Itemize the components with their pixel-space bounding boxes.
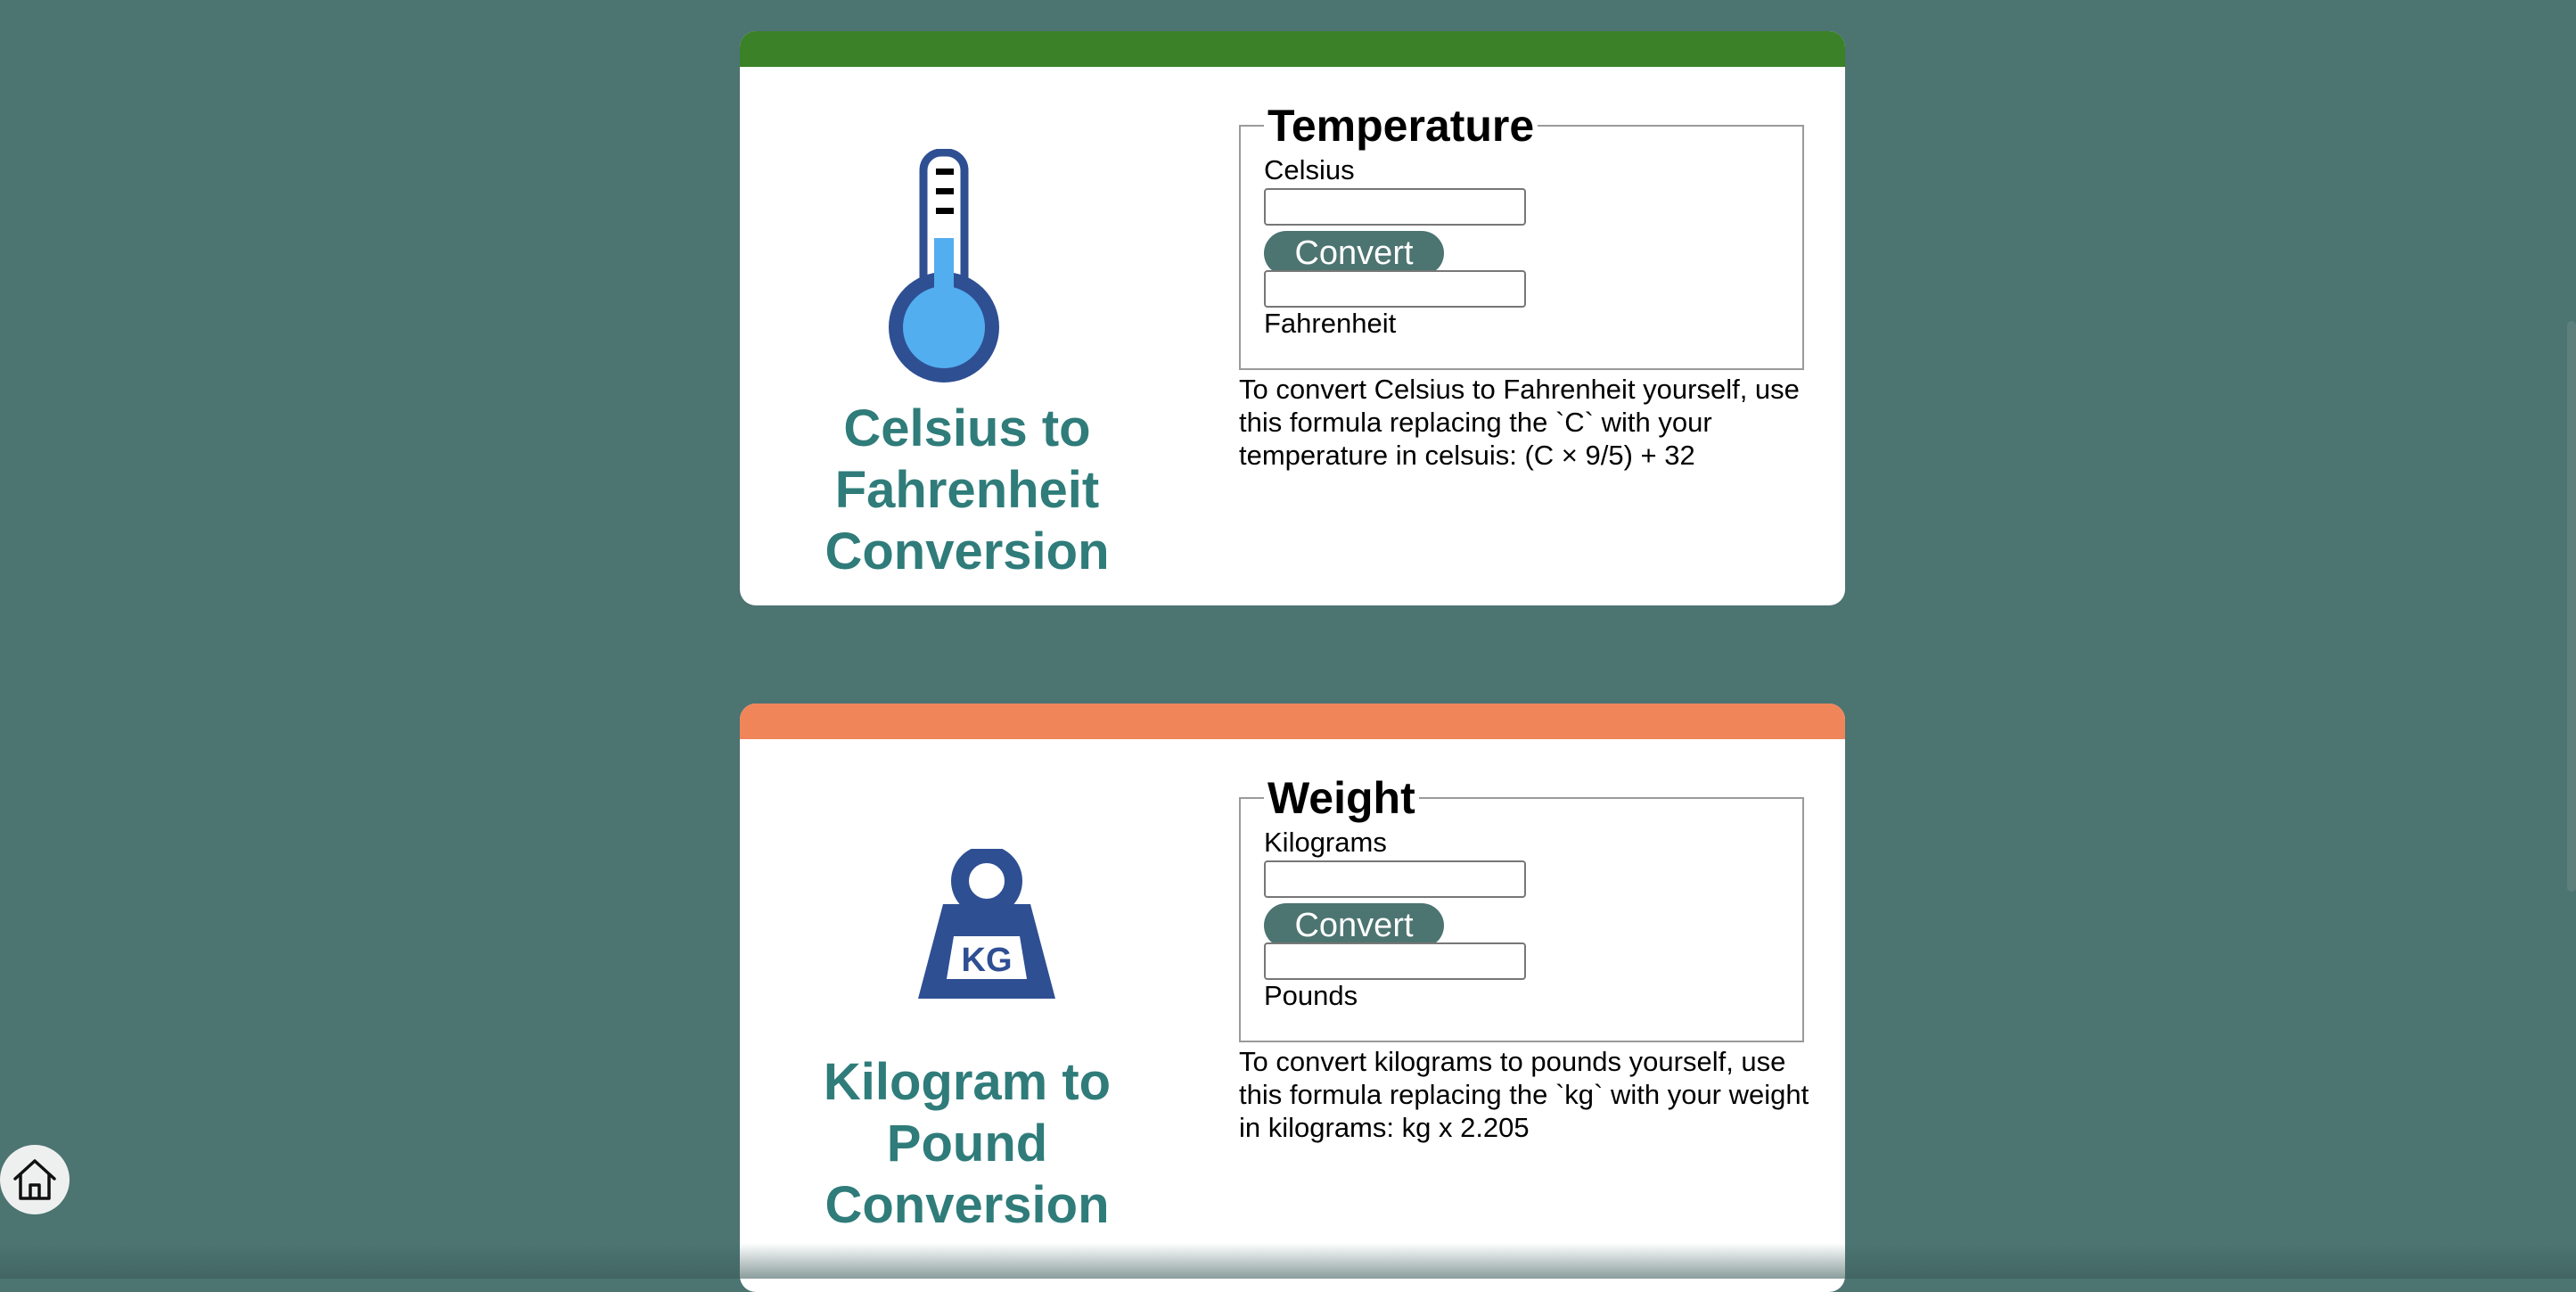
kg-icon-text: KG — [962, 942, 1013, 979]
temperature-card-accent-bar — [740, 31, 1845, 67]
weight-convert-button[interactable]: Convert — [1264, 903, 1444, 948]
fahrenheit-label: Fahrenheit — [1264, 308, 1397, 339]
temperature-convert-button[interactable]: Convert — [1264, 231, 1444, 276]
page-scrollbar[interactable] — [2567, 321, 2576, 892]
kg-weight-icon: KG — [918, 845, 1055, 1005]
bottom-shadow — [0, 1243, 2576, 1279]
celsius-label: Celsius — [1264, 154, 1355, 185]
pounds-label: Pounds — [1264, 980, 1358, 1011]
temperature-title: Celsius to Fahrenheit Conversion — [824, 399, 1110, 580]
home-icon — [13, 1159, 56, 1200]
weight-legend: Weight — [1267, 773, 1415, 823]
celsius-input[interactable] — [1264, 188, 1526, 226]
thermometer-icon — [882, 148, 1007, 394]
temperature-legend: Temperature — [1267, 101, 1535, 151]
weight-fieldset: Weight Kilograms Convert Pounds — [1239, 773, 1804, 1042]
home-button[interactable] — [0, 1145, 70, 1214]
weight-card-accent-bar — [740, 704, 1845, 739]
kilograms-input[interactable] — [1264, 860, 1526, 898]
temperature-description: To convert Celsius to Fahrenheit yoursel… — [1239, 374, 1800, 471]
fahrenheit-output[interactable] — [1264, 270, 1526, 308]
weight-title: Kilogram to Pound Conversion — [823, 1053, 1112, 1234]
weight-description: To convert kilograms to pounds yourself,… — [1239, 1046, 1809, 1143]
weight-card: KG Kilogram to Pound Conversion Weight K… — [740, 704, 1845, 1292]
pounds-output[interactable] — [1264, 942, 1526, 980]
temperature-fieldset: Temperature Celsius Convert Fahrenheit — [1239, 101, 1804, 370]
temperature-card: Celsius to Fahrenheit Conversion Tempera… — [740, 31, 1845, 605]
kilograms-label: Kilograms — [1264, 827, 1387, 858]
